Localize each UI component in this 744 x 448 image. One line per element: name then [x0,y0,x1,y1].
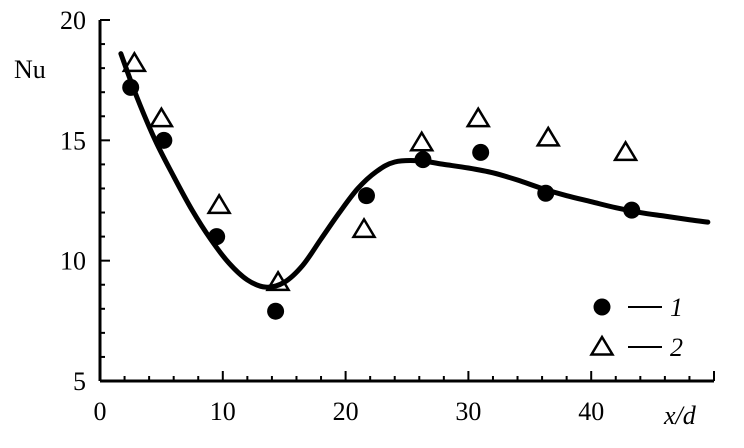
data-point-series-1 [155,131,173,149]
legend-label-2: 2 [670,333,683,362]
y-tick-label: 10 [60,247,86,276]
fit-curve-layer [118,51,711,290]
data-point-series-2 [148,106,175,128]
legend: 12 [589,293,683,362]
data-point-series-2 [465,106,491,128]
y-axis-label: Nu [14,55,46,84]
y-tick-label: 5 [73,367,86,396]
data-point-series-2 [121,50,148,73]
x-tick-label: 30 [455,397,481,426]
chart-axes [98,20,714,383]
legend-label-1: 1 [670,293,683,322]
data-points-layer [121,50,641,320]
data-point-series-1 [208,228,226,246]
chart-ticks [99,19,715,382]
data-point-series-2 [265,269,291,292]
legend-marker-2 [589,334,615,356]
data-point-series-2 [612,139,639,162]
data-point-series-2 [206,192,232,215]
x-tick-label: 40 [578,397,604,426]
data-point-series-2 [351,216,377,239]
data-point-series-1 [623,201,641,219]
data-point-series-1 [267,302,285,320]
y-tick-label: 15 [60,126,86,155]
data-point-series-1 [537,184,555,202]
data-point-series-2 [535,125,561,147]
data-point-series-1 [472,143,490,161]
legend-marker-1 [593,298,611,316]
chart-tick-labels: 0 10 20 30 40 5 10 15 20 [60,6,604,426]
data-point-series-1 [414,151,432,169]
y-tick-label: 20 [60,6,86,35]
data-point-series-2 [409,130,435,152]
x-axis-label: x/d [663,401,697,430]
x-tick-label: 20 [333,397,359,426]
fit-curve [118,51,711,290]
data-point-series-1 [357,187,375,205]
x-tick-label: 10 [210,397,236,426]
x-tick-label: 0 [94,397,107,426]
data-point-series-1 [122,78,140,96]
